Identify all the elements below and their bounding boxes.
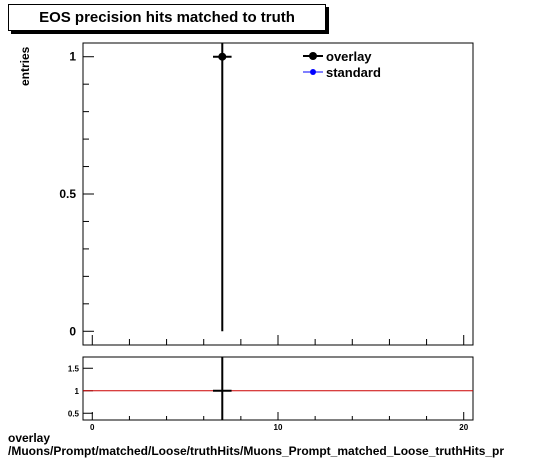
y-tick-label: 0 [69, 324, 76, 338]
y-tick-label: 0.5 [59, 187, 76, 201]
ratio-x-tick-label: 10 [274, 423, 283, 432]
ratio-x-tick-label: 20 [459, 423, 468, 432]
ratio-data-marks [83, 357, 473, 420]
overlay-point [218, 52, 227, 61]
legend-label-standard: standard [326, 65, 381, 80]
main-axis-ticks: 00.51 [59, 50, 465, 345]
ratio-plot-frame [82, 356, 474, 421]
legend-marker-standard [310, 69, 316, 75]
footer-line-2: /Muons/Prompt/matched/Loose/truthHits/Mu… [8, 444, 505, 458]
legend-marker-overlay [309, 52, 317, 60]
ratio-plot-border [82, 356, 474, 421]
ratio-y-tick-label: 0.5 [68, 409, 80, 418]
main-plot-frame [82, 42, 474, 346]
ratio-axis-ticks: 0.5 1 1.5 0 10 20 [68, 364, 469, 432]
main-plot-border [82, 42, 474, 346]
chart-title-box: EOS precision hits matched to truth [8, 4, 326, 31]
y-tick-label: 1 [69, 50, 76, 64]
main-data-marks [213, 43, 232, 332]
chart-title: EOS precision hits matched to truth [39, 9, 295, 26]
legend-label-overlay: overlay [326, 49, 372, 64]
footer-path: overlay /Muons/Prompt/matched/Loose/trut… [8, 432, 504, 458]
ratio-y-tick-label: 1.5 [68, 364, 80, 373]
footer-line-1: overlay [8, 431, 51, 445]
ratio-x-tick-label: 0 [90, 423, 95, 432]
ratio-y-tick-label: 1 [75, 387, 80, 396]
